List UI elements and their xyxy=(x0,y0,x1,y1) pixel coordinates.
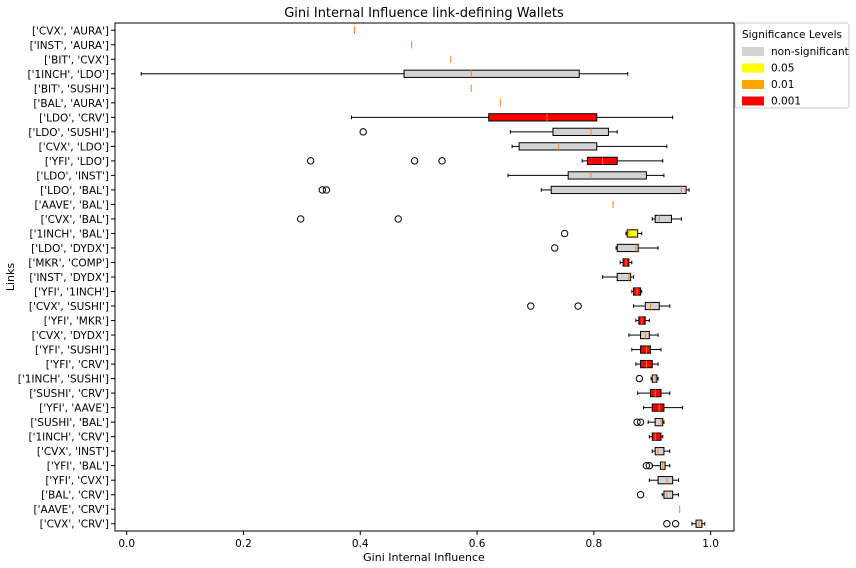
box xyxy=(616,243,639,253)
outlier-point xyxy=(560,229,569,238)
box xyxy=(654,214,673,224)
box xyxy=(657,476,674,485)
x-tick-label: 1.0 xyxy=(702,538,719,550)
y-axis-label: Links xyxy=(4,263,17,292)
y-tick-label: ['1INCH', 'LDO'] xyxy=(28,69,109,81)
y-tick-label: ['CVX', 'CRV'] xyxy=(40,519,109,531)
plot-area: 0.0 0.2 0.4 0.6 0.8 1.0 ['CVX', 'AURA'] ['INST'… xyxy=(18,22,735,550)
y-tick-label: ['CVX', 'BAL'] xyxy=(41,214,109,226)
y-tick-label: ['CVX', 'LDO'] xyxy=(39,141,109,153)
outlier-point xyxy=(306,157,315,165)
y-tick-label: ['1INCH', 'SUSHI'] xyxy=(18,374,109,386)
chart-title: Gini Internal Influence link-defining Wa… xyxy=(284,6,564,21)
outlier-point xyxy=(642,461,651,470)
box xyxy=(616,272,632,282)
y-tick-label: ['BAL', 'CRV'] xyxy=(41,490,109,502)
legend-label: 0.001 xyxy=(771,96,801,108)
legend-label: non-significant xyxy=(771,46,849,58)
box xyxy=(651,374,658,383)
box xyxy=(644,301,660,311)
outlier-point xyxy=(322,186,331,194)
x-axis-label: Gini Internal Influence xyxy=(363,551,485,564)
y-tick-label: ['AAVE', 'CRV'] xyxy=(34,504,109,516)
y-tick-label: ['LDO', 'SUSHI'] xyxy=(28,127,109,139)
y-tick-label: ['INST', 'AURA'] xyxy=(30,40,109,52)
outlier-point xyxy=(671,520,680,528)
outlier-point xyxy=(633,418,641,426)
outlier-point xyxy=(635,374,644,383)
y-tick-label: ['YFI', '1INCH'] xyxy=(34,287,109,299)
y-tick-label: ['INST', 'DYDX'] xyxy=(29,272,109,284)
legend: Significance Levels non-significant 0.05 0… xyxy=(734,22,850,109)
y-tick-label: ['LDO', 'DYDX'] xyxy=(31,243,109,255)
x-tick-label: 0.4 xyxy=(352,538,369,550)
outlier-point xyxy=(551,244,559,252)
outlier-point xyxy=(410,157,419,165)
y-tick-label: ['YFI', 'SUSHI'] xyxy=(35,345,109,357)
y-tick-label: ['LDO', 'BAL'] xyxy=(40,185,109,197)
box xyxy=(626,229,639,238)
y-tick-label: ['CVX', 'SUSHI'] xyxy=(29,301,109,313)
box xyxy=(552,127,609,136)
y-tick-label: ['SUSHI', 'CRV'] xyxy=(29,388,109,400)
legend-label: 0.05 xyxy=(771,63,794,75)
x-tick-label: 0.8 xyxy=(585,538,602,550)
box xyxy=(403,69,580,78)
box xyxy=(518,142,598,151)
box xyxy=(654,418,664,427)
box xyxy=(567,171,647,180)
outlier-point xyxy=(359,128,367,136)
y-tick-label: ['CVX', 'INST'] xyxy=(37,446,109,458)
box xyxy=(651,403,665,412)
y-tick-label: ['CVX', 'DYDX'] xyxy=(32,330,109,342)
plot-frame xyxy=(114,22,735,532)
legend-label: 0.01 xyxy=(771,79,794,91)
outlier-point xyxy=(636,418,645,426)
legend-swatch xyxy=(742,80,764,89)
y-tick-label: ['BIT', 'SUSHI'] xyxy=(34,83,109,95)
outlier-point xyxy=(394,215,402,223)
y-tick-label: ['MKR', 'COMP'] xyxy=(28,257,109,269)
outlier-point xyxy=(636,491,645,499)
y-tick-label: ['YFI', 'LDO'] xyxy=(45,156,109,168)
y-tick-label: ['YFI', 'CRV'] xyxy=(46,359,109,371)
y-tick-label: ['YFI', 'CVX'] xyxy=(45,475,109,487)
outlier-point xyxy=(574,302,582,310)
box xyxy=(651,432,662,441)
legend-swatch xyxy=(742,47,764,56)
y-tick-label: ['YFI', 'MKR'] xyxy=(44,316,109,328)
outlier-point xyxy=(438,157,446,165)
y-tick-label: ['1INCH', 'BAL'] xyxy=(29,228,109,240)
y-tick-label: ['1INCH', 'CRV'] xyxy=(28,432,109,444)
outlier-point xyxy=(663,520,671,528)
x-tick-label: 0.2 xyxy=(235,538,252,550)
y-tick-label: ['YFI', 'BAL'] xyxy=(47,461,109,473)
y-tick-label: ['CVX', 'AURA'] xyxy=(32,25,109,37)
outlier-point xyxy=(318,186,327,194)
y-tick-label: ['AAVE', 'BAL'] xyxy=(35,199,109,211)
y-tick-label: ['LDO', 'CRV'] xyxy=(39,112,109,124)
y-tick-label: ['SUSHI', 'BAL'] xyxy=(30,417,109,429)
box xyxy=(663,490,674,499)
box xyxy=(640,345,651,354)
legend-title: Significance Levels xyxy=(742,29,842,41)
y-tick-label: ['YFI', 'AAVE'] xyxy=(39,403,109,415)
y-tick-label: ['BAL', 'AURA'] xyxy=(33,98,109,110)
box xyxy=(550,185,687,195)
box xyxy=(654,447,665,456)
x-tick-label: 0.6 xyxy=(469,538,486,550)
x-tick-label: 0.0 xyxy=(118,538,135,550)
box xyxy=(649,388,662,398)
outlier-point xyxy=(297,215,305,223)
outlier-point xyxy=(527,302,535,310)
legend-swatch xyxy=(742,96,764,106)
outlier-point xyxy=(645,461,654,470)
box xyxy=(488,113,598,122)
y-tick-label: ['BIT', 'CVX'] xyxy=(44,54,109,66)
legend-swatch xyxy=(742,63,764,73)
y-tick-label: ['LDO', 'INST'] xyxy=(36,170,109,182)
